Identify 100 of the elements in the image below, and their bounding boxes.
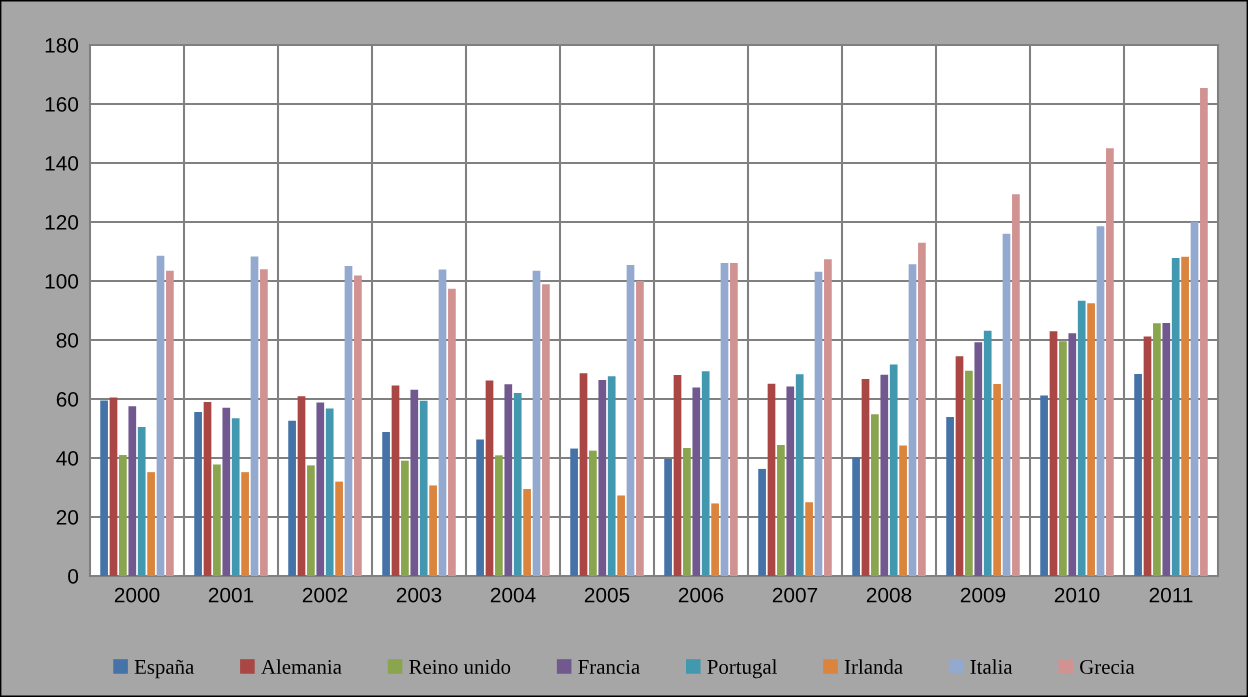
bar [1012, 194, 1020, 576]
bar [213, 464, 221, 576]
bar [542, 284, 550, 576]
x-tick-label: 2010 [1054, 587, 1100, 603]
bar [476, 439, 484, 576]
bar [147, 472, 155, 576]
bar [194, 411, 202, 576]
x-tick-label: 2011 [1149, 587, 1193, 603]
bar [1002, 233, 1011, 576]
bar [1190, 221, 1199, 576]
bar [241, 472, 249, 576]
x-tick-label: 2009 [960, 587, 1006, 603]
bar [250, 256, 259, 576]
bar [692, 387, 701, 576]
bar [1087, 303, 1095, 576]
legend-label: Reino unido [409, 659, 511, 674]
bar [607, 376, 616, 576]
bar [335, 481, 343, 576]
bar [119, 455, 127, 576]
y-tick-label: 120 [45, 215, 79, 230]
bar [617, 495, 625, 576]
x-tick-label: 2003 [396, 587, 442, 603]
bar [1040, 395, 1048, 576]
bar [128, 406, 137, 576]
y-tick-label: 80 [56, 333, 79, 348]
bar [1049, 331, 1058, 576]
bar [1068, 333, 1077, 576]
bar [711, 503, 719, 576]
bar [344, 265, 353, 576]
bar [532, 270, 541, 576]
y-tick-label: 100 [45, 274, 79, 289]
bar [983, 330, 992, 576]
bar [805, 502, 813, 576]
bar [401, 460, 409, 576]
bar [485, 380, 494, 576]
y-tick-label: 140 [45, 156, 79, 171]
bar [852, 457, 860, 576]
bar [495, 455, 503, 576]
bar [795, 374, 804, 576]
bar [918, 242, 926, 576]
bar [382, 432, 390, 576]
bar [1077, 300, 1086, 576]
bar [100, 400, 108, 576]
y-tick-label: 20 [56, 510, 79, 525]
y-tick-label: 180 [45, 38, 79, 53]
bar [325, 408, 334, 576]
bar [946, 417, 954, 576]
bar [354, 275, 362, 576]
bar [589, 450, 597, 576]
x-tick-label: 2007 [772, 587, 818, 603]
legend-label: Portugal [707, 659, 778, 679]
bar [861, 378, 870, 576]
bar [307, 465, 315, 576]
bar [1181, 256, 1189, 576]
bar [683, 447, 691, 576]
bar [316, 402, 325, 576]
legend-label: España [134, 659, 194, 679]
legend-label: Alemania [261, 659, 342, 674]
bar [166, 270, 174, 576]
bar [570, 448, 578, 576]
bar [203, 401, 212, 576]
y-tick-label: 40 [56, 451, 79, 466]
bar [965, 370, 973, 576]
bar [598, 380, 607, 576]
bar [758, 468, 766, 576]
x-tick-label: 2001 [208, 587, 254, 603]
x-tick-label: 2004 [490, 587, 536, 603]
bar [777, 445, 785, 576]
bar [156, 255, 165, 576]
bar [908, 264, 917, 576]
bar [137, 427, 146, 576]
bar [504, 384, 513, 576]
legend-label: Grecia [1080, 659, 1135, 674]
y-tick-label: 160 [45, 97, 79, 112]
bar [109, 397, 118, 576]
bar [664, 458, 672, 576]
bar [673, 375, 682, 576]
bar [880, 374, 889, 576]
bar [889, 364, 898, 576]
bar [391, 385, 400, 576]
x-tick-label: 2002 [302, 587, 348, 603]
bar [1134, 373, 1142, 576]
x-tick-label: 2006 [678, 587, 724, 603]
bar [410, 389, 419, 576]
bar [626, 265, 635, 576]
bar [824, 259, 832, 576]
bar [260, 269, 268, 576]
x-tick-label: 2005 [584, 587, 630, 603]
bar [448, 288, 456, 576]
bar [1059, 341, 1067, 576]
legend-label: Francia [578, 659, 640, 674]
x-tick-label: 2008 [866, 587, 912, 603]
bar [993, 383, 1001, 576]
bar [1171, 257, 1180, 576]
bar [429, 485, 437, 576]
bar [899, 445, 907, 576]
legend-label: Irlanda [844, 659, 903, 674]
bar [636, 281, 644, 576]
bar [814, 271, 823, 576]
bar [1106, 148, 1114, 576]
